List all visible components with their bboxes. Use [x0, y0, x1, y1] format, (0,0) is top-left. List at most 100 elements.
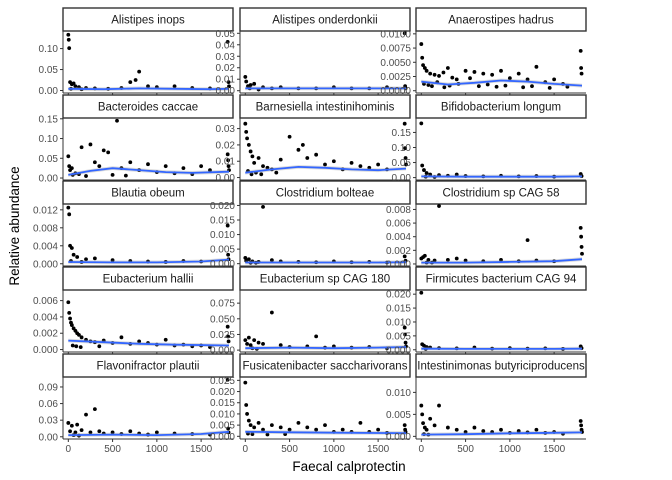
- data-point: [84, 412, 88, 417]
- data-point: [287, 427, 292, 432]
- data-point: [454, 77, 459, 82]
- data-point: [119, 335, 124, 340]
- y-tick-label: 0.000: [33, 345, 58, 356]
- data-point: [84, 257, 88, 262]
- facet-title: Blautia obeum: [111, 188, 185, 200]
- y-tick-label: 0.006: [33, 296, 58, 307]
- data-point: [534, 427, 539, 432]
- y-tick-label: 0.0075: [380, 44, 411, 55]
- data-point: [499, 68, 503, 73]
- smooth-line: [245, 346, 407, 350]
- facet-panel: Alistipes onderdonkii0.000.010.020.030.0…: [216, 7, 411, 97]
- data-point: [454, 256, 459, 261]
- data-point: [226, 339, 231, 344]
- data-point: [490, 72, 495, 77]
- data-point: [403, 156, 408, 160]
- data-point: [67, 46, 72, 51]
- y-tick-label: 0.05: [216, 29, 236, 40]
- y-tick-label: 0.008: [386, 205, 411, 216]
- facet-strip: [62, 266, 234, 291]
- data-point: [305, 425, 310, 430]
- x-tick-label: 1500: [190, 444, 213, 455]
- data-point: [244, 403, 249, 407]
- data-point: [66, 37, 71, 42]
- data-point: [432, 258, 437, 263]
- data-point: [430, 84, 434, 89]
- data-point: [208, 345, 212, 350]
- facet-title: Barnesiella intestinihominis: [256, 102, 395, 114]
- data-point: [424, 427, 429, 432]
- smooth-line: [421, 258, 583, 264]
- y-tick-label: 0.15: [39, 114, 59, 125]
- y-tick-label: 0.00: [39, 174, 59, 185]
- facet-panel: Flavonifractor plautii 0.00 0.03 0.06 0.09 0 5…: [39, 353, 234, 455]
- data-point: [97, 164, 102, 169]
- data-point: [278, 425, 283, 430]
- data-point: [402, 31, 407, 36]
- facet-panel: Bacteroides caccae 0.00 0.05 0.10 0.15: [39, 94, 234, 185]
- data-point: [110, 430, 115, 435]
- x-tick-label: 500: [104, 444, 121, 455]
- data-point: [426, 83, 431, 87]
- data-point: [226, 252, 231, 257]
- x-tick-label: 1000: [499, 444, 522, 455]
- data-point: [245, 341, 249, 346]
- facet-strip: [62, 94, 234, 119]
- data-point: [106, 150, 111, 155]
- x-tick-label: 0: [66, 444, 72, 455]
- data-point: [402, 423, 407, 428]
- data-point: [300, 143, 305, 147]
- data-point: [256, 156, 261, 160]
- facet-panel: Fusicatenibacter saccharivorans0.0000.00…: [210, 353, 411, 455]
- data-point: [246, 257, 251, 262]
- data-point: [67, 212, 72, 217]
- data-point: [133, 78, 138, 82]
- data-point: [115, 118, 119, 123]
- facet-title: Eubacterium sp CAG 180: [260, 274, 390, 286]
- data-point: [424, 171, 429, 175]
- y-tick-label: 0.15: [392, 128, 412, 139]
- data-point: [525, 77, 530, 82]
- x-tick-label: 1500: [543, 444, 566, 455]
- y-tick-label: 0.03: [39, 416, 59, 427]
- data-point: [278, 157, 283, 162]
- y-tick-label: 0.0025: [380, 72, 411, 83]
- data-point: [305, 156, 310, 160]
- data-point: [402, 325, 407, 330]
- data-point: [163, 164, 168, 169]
- facet-title: Clostridium bolteae: [276, 188, 374, 200]
- data-point: [552, 77, 557, 82]
- data-point: [420, 55, 425, 60]
- data-point: [472, 70, 477, 74]
- y-tick-label: 0.002: [33, 329, 58, 340]
- data-point: [244, 79, 249, 84]
- data-point: [227, 84, 231, 89]
- data-point: [128, 429, 133, 434]
- data-point: [404, 162, 408, 167]
- facet-strip: [239, 353, 411, 378]
- x-tick-label: 0: [243, 444, 249, 455]
- y-tick-label: 0.05: [392, 158, 412, 169]
- data-point: [88, 142, 93, 147]
- data-point: [499, 427, 503, 432]
- facet-strip: [62, 353, 234, 378]
- y-tick-label: 0.06: [39, 399, 59, 410]
- data-point: [445, 66, 450, 70]
- smooth-line: [245, 165, 407, 174]
- data-point: [314, 427, 319, 432]
- data-point: [428, 71, 433, 76]
- data-point: [265, 432, 270, 437]
- data-point: [74, 344, 79, 349]
- facet-panel: Blautia obeum 0.000 0.004 0.008 0.012: [33, 180, 234, 270]
- data-point: [249, 172, 254, 177]
- facet-title: Firmicutes bacterium CAG 94: [426, 274, 577, 286]
- data-point: [110, 258, 115, 263]
- data-point: [402, 254, 407, 259]
- data-point: [245, 412, 249, 416]
- data-point: [172, 84, 177, 89]
- data-point: [367, 165, 372, 170]
- facet-strip: [239, 7, 411, 32]
- data-point: [287, 134, 292, 139]
- data-point: [110, 172, 115, 177]
- y-tick-label: 0.004: [33, 312, 58, 323]
